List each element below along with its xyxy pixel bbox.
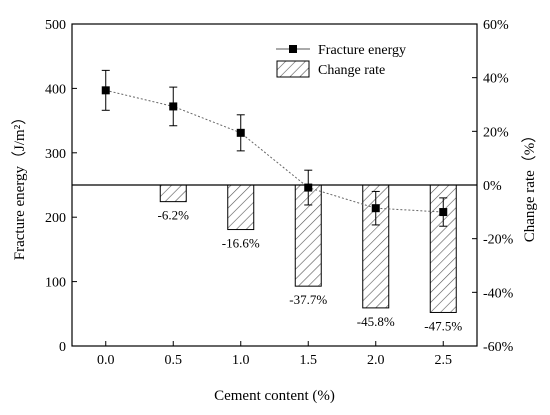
y-right-tick-label: -20% — [483, 233, 514, 248]
bar-label-group: -6.2% -16.6% -37.7% -45.8% -47.5% — [158, 208, 463, 334]
y-axis-right: -60% -40% -20% 0% 20% 40% 60% — [472, 18, 514, 355]
y-left-tick-label: 200 — [45, 211, 66, 226]
change-rate-bar — [429, 184, 457, 313]
legend: Fracture energy Change rate — [276, 43, 406, 78]
legend-fracture-energy: Fracture energy — [318, 43, 406, 58]
data-point — [439, 208, 448, 217]
bar-data-label: -6.2% — [158, 208, 190, 223]
x-tick-label: 2.5 — [435, 353, 453, 368]
y-left-tick-label: 0 — [59, 340, 66, 355]
legend-change-rate: Change rate — [318, 63, 385, 78]
y-right-tick-label: 0% — [483, 179, 502, 194]
legend-hatch-swatch — [276, 60, 310, 78]
x-axis: 0.0 0.5 1.0 1.5 2.0 2.5 — [97, 341, 452, 368]
data-point — [304, 183, 313, 192]
bar-data-label: -37.7% — [289, 292, 327, 307]
change-rate-bar — [159, 184, 187, 203]
y-right-tick-label: -60% — [483, 340, 514, 355]
y-axis-left-label: Fracture energy（J/m²） — [11, 110, 28, 260]
y-axis-left: 0 100 200 300 400 500 — [45, 18, 77, 355]
data-point — [371, 204, 380, 213]
change-rate-bar — [227, 184, 255, 231]
bar-data-label: -47.5% — [424, 318, 462, 333]
y-right-tick-label: 20% — [483, 125, 509, 140]
data-point — [101, 86, 110, 95]
x-axis-label: Cement content (%) — [214, 388, 335, 404]
x-tick-label: 2.0 — [367, 353, 385, 368]
x-tick-label: 1.0 — [232, 353, 250, 368]
bar-data-label: -16.6% — [222, 236, 260, 251]
data-point — [236, 128, 245, 137]
fracture-energy-line — [105, 89, 444, 213]
y-left-tick-label: 100 — [45, 276, 66, 291]
x-tick-label: 1.5 — [300, 353, 318, 368]
change-rate-bar — [362, 184, 390, 309]
y-right-tick-label: -40% — [483, 286, 514, 301]
y-left-tick-label: 500 — [45, 18, 66, 33]
bar-data-label: -45.8% — [357, 314, 395, 329]
x-tick-label: 0.5 — [165, 353, 183, 368]
y-axis-right-label: Change rate（%） — [521, 128, 538, 243]
fracture-energy-series — [101, 69, 448, 227]
x-tick-label: 0.0 — [97, 353, 115, 368]
y-right-tick-label: 60% — [483, 18, 509, 33]
data-point — [169, 102, 178, 111]
y-left-tick-label: 400 — [45, 82, 66, 97]
y-right-tick-label: 40% — [483, 72, 509, 87]
legend-square-marker — [289, 45, 297, 53]
y-left-tick-label: 300 — [45, 147, 66, 162]
